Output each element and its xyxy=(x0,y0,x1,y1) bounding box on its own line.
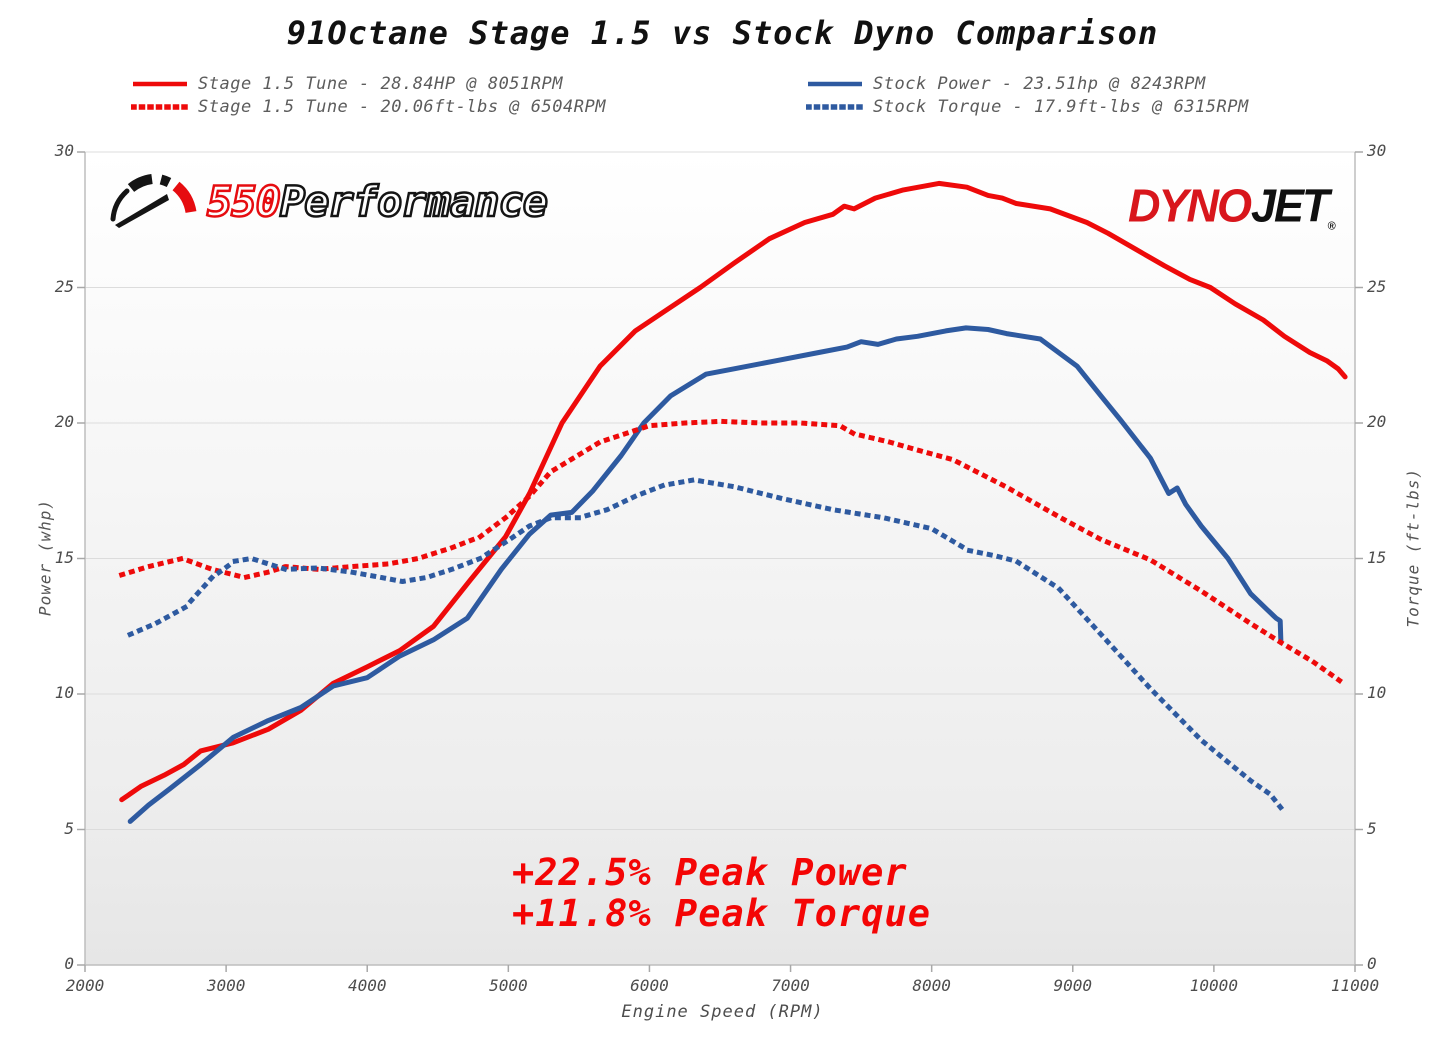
x-tick-10000: 10000 xyxy=(1189,976,1238,995)
y-tick-left-0: 0 xyxy=(64,954,74,973)
dynojet-jet-text: JET xyxy=(1251,179,1330,232)
x-tick-8000: 8000 xyxy=(912,976,951,995)
y-tick-left-20: 20 xyxy=(54,412,74,431)
legend-label: Stock Torque - 17.9ft-lbs @ 6315RPM xyxy=(873,96,1249,117)
550performance-wordmark: 550Performance xyxy=(206,175,550,227)
series-stock-torque xyxy=(126,477,1285,812)
x-tick-4000: 4000 xyxy=(347,976,387,995)
legend-label: Stage 1.5 Tune - 20.06ft-lbs @ 6504RPM xyxy=(198,96,606,117)
y-tick-left-5: 5 xyxy=(64,818,74,838)
y-tick-right-5: 5 xyxy=(1367,818,1377,838)
dynojet-dyno-text: DYNO xyxy=(1128,179,1252,232)
legend-label: Stage 1.5 Tune - 28.84HP @ 8051RPM xyxy=(198,73,563,94)
y-tick-left-25: 25 xyxy=(54,276,74,296)
y-tick-left-10: 10 xyxy=(54,683,74,702)
curves-canvas xyxy=(77,151,1363,972)
dotted-line-swatch xyxy=(806,103,864,110)
y-tick-right-10: 10 xyxy=(1367,683,1387,702)
y-tick-right-15: 15 xyxy=(1367,547,1387,567)
x-tick-7000: 7000 xyxy=(771,976,810,995)
legend-label: Stock Power - 23.51hp @ 8243RPM xyxy=(873,73,1206,94)
y-tick-right-25: 25 xyxy=(1367,276,1387,296)
series-stage-1-5-tune-torque xyxy=(118,418,1343,684)
x-tick-9000: 9000 xyxy=(1053,976,1093,995)
plot-area: 550Performance DYNOJET® xyxy=(77,151,1363,972)
legend-item: Stock Torque - 17.9ft-lbs @ 6315RPM xyxy=(806,96,1249,117)
legend-item: Stage 1.5 Tune - 20.06ft-lbs @ 6504RPM xyxy=(131,96,606,117)
chart-title: 91Octane Stage 1.5 vs Stock Dyno Compari… xyxy=(286,14,1159,52)
peak-torque-gain: +11.8% Peak Torque xyxy=(512,892,931,935)
x-tick-5000: 5000 xyxy=(489,976,528,995)
y-tick-right-20: 20 xyxy=(1367,412,1387,431)
legend-column-stock: Stock Power - 23.51hp @ 8243RPM Stock Tor… xyxy=(806,73,1249,117)
series-stock-power xyxy=(127,325,1284,824)
legend-item: Stock Power - 23.51hp @ 8243RPM xyxy=(806,73,1249,94)
logo-550-text: 550 xyxy=(206,175,282,227)
solid-line-swatch xyxy=(808,81,862,86)
x-tick-2000: 2000 xyxy=(65,976,105,995)
dotted-line-swatch xyxy=(131,103,189,110)
x-axis-label: Engine Speed (RPM) xyxy=(621,1002,824,1022)
x-tick-6000: 6000 xyxy=(630,976,669,995)
legend-column-stage: Stage 1.5 Tune - 28.84HP @ 8051RPM Stage … xyxy=(131,73,606,117)
dynojet-logo: DYNOJET® xyxy=(1128,179,1336,233)
legend-item: Stage 1.5 Tune - 28.84HP @ 8051RPM xyxy=(131,73,606,94)
peak-power-gain: +22.5% Peak Power xyxy=(512,851,908,894)
registered-mark: ® xyxy=(1327,220,1336,233)
gain-annotation: +22.5% Peak Power +11.8% Peak Torque xyxy=(512,852,931,934)
x-tick-11000: 11000 xyxy=(1330,976,1380,995)
solid-line-swatch xyxy=(133,81,187,86)
tachometer-gauge-icon xyxy=(110,174,197,228)
550performance-logo: 550Performance xyxy=(105,166,550,236)
x-tick-3000: 3000 xyxy=(206,976,246,995)
y-tick-left-30: 30 xyxy=(54,141,74,160)
y-tick-right-30: 30 xyxy=(1367,141,1387,160)
logo-performance-text: Performance xyxy=(279,175,550,227)
y-tick-left-15: 15 xyxy=(54,547,74,567)
y-tick-right-0: 0 xyxy=(1367,954,1377,973)
